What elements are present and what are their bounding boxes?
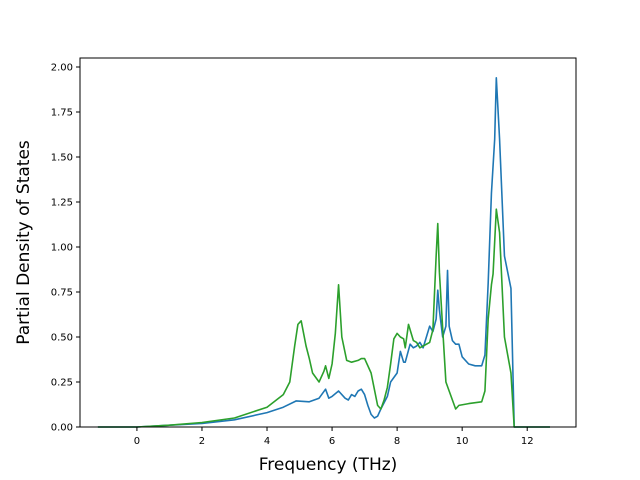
series-line-1 xyxy=(97,77,550,428)
y-tick-label: 0.00 xyxy=(51,423,73,434)
y-tick-label: 1.50 xyxy=(51,153,73,164)
y-tick-label: 0.50 xyxy=(51,333,73,344)
series-line-2 xyxy=(97,208,550,428)
y-axis-label: Partial Density of States xyxy=(14,140,34,345)
y-tick-label: 0.25 xyxy=(51,378,73,389)
series-layer xyxy=(97,77,550,428)
x-tick-label: 2 xyxy=(199,436,205,447)
y-tick-label: 1.00 xyxy=(51,243,73,254)
y-tick-label: 1.25 xyxy=(51,198,73,209)
y-axis: 0.00 0.25 0.50 0.75 1.00 1.25 1.50 1.75 2.00 xyxy=(51,63,80,434)
x-axis-label: Frequency (THz) xyxy=(259,455,398,475)
x-axis: 0 2 4 6 8 10 12 xyxy=(134,427,534,447)
y-tick-label: 2.00 xyxy=(51,63,73,74)
axes-frame xyxy=(79,57,577,428)
y-tick-label: 1.75 xyxy=(51,108,73,119)
x-tick-label: 4 xyxy=(264,436,270,447)
x-tick-label: 12 xyxy=(521,436,534,447)
x-tick-label: 0 xyxy=(134,436,140,447)
y-tick-label: 0.75 xyxy=(51,288,73,299)
x-tick-label: 6 xyxy=(329,436,335,447)
x-tick-label: 8 xyxy=(394,436,400,447)
x-tick-label: 10 xyxy=(456,436,469,447)
